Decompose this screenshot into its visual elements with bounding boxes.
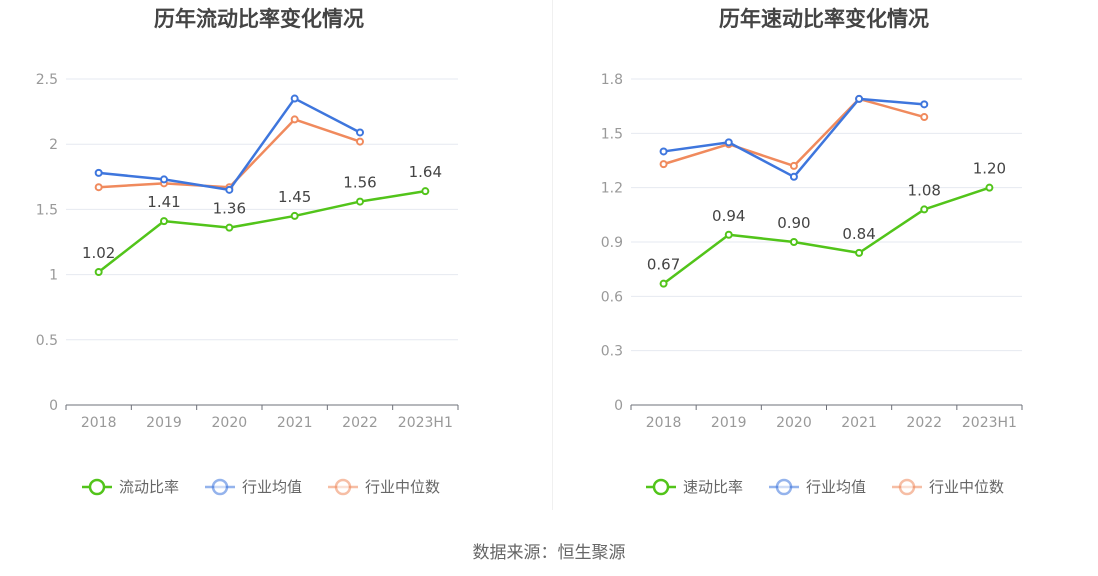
series-line-0 (662, 186, 990, 285)
chart-title: 历年速动比率变化情况 (719, 7, 929, 31)
data-point-1 (920, 100, 929, 109)
data-point-1 (94, 168, 103, 177)
x-tick-label: 2021 (841, 415, 877, 431)
y-tick-label: 2.5 (36, 72, 58, 88)
y-tick-label: 1.5 (36, 202, 58, 218)
legend-marker-0 (652, 478, 670, 496)
series-line-0 (97, 189, 426, 273)
y-tick-label: 0.5 (36, 333, 58, 349)
data-label: 1.64 (409, 163, 442, 181)
data-point-1 (290, 94, 299, 103)
data-point-2 (94, 183, 103, 192)
x-tick-label: 2019 (711, 415, 747, 431)
x-tick-label: 2018 (646, 415, 682, 431)
quick-ratio-chart: 历年速动比率变化情况 0 0.3 0.6 0.9 1.2 1.5 1.8 2018 2019 202… (601, 7, 1023, 496)
data-point-0 (855, 248, 864, 257)
data-label: 1.02 (82, 244, 115, 262)
y-tick-label: 2 (49, 137, 58, 153)
data-point-0 (356, 197, 364, 206)
data-point-0 (160, 217, 168, 226)
data-point-0 (421, 187, 430, 196)
data-point-2 (356, 137, 364, 146)
y-tick-label: 0.6 (601, 289, 623, 305)
chart-divider (552, 0, 553, 510)
data-label: 1.20 (973, 160, 1006, 178)
y-tick-label: 0.9 (601, 235, 623, 251)
current-ratio-chart: 历年流动比率变化情况 0 0.5 1 1.5 2 2.5 2018 2019 2020 2021 20… (36, 7, 459, 496)
data-point-1 (160, 175, 168, 184)
data-point-0 (290, 211, 299, 220)
y-tick-label: 1.2 (601, 181, 623, 197)
x-tick-label: 2019 (146, 415, 182, 431)
y-tick-label: 0 (614, 398, 623, 414)
data-label: 1.45 (278, 188, 311, 206)
legend-marker-0 (88, 478, 106, 496)
y-tick-label: 1.8 (601, 72, 623, 88)
x-tick-label: 2022 (906, 415, 942, 431)
series-line-2 (663, 97, 925, 168)
data-point-0 (659, 279, 668, 288)
x-tick-label: 2022 (342, 415, 378, 431)
legend-label-2: 行业中位数 (365, 478, 440, 496)
data-point-0 (985, 183, 994, 192)
data-point-2 (290, 115, 299, 124)
data-label: 0.67 (647, 256, 680, 274)
data-point-0 (920, 205, 929, 214)
data-label: 1.36 (213, 200, 246, 218)
data-point-0 (724, 230, 733, 239)
x-tick-label: 2023H1 (962, 415, 1017, 431)
legend-marker-2 (898, 478, 916, 496)
data-label: 1.56 (343, 174, 376, 192)
x-tick-label: 2023H1 (398, 415, 453, 431)
legend-label-0: 速动比率 (683, 478, 743, 496)
data-point-1 (724, 138, 733, 147)
data-point-0 (225, 223, 234, 232)
data-point-1 (789, 172, 798, 181)
legend-label-1: 行业均值 (806, 478, 866, 496)
x-tick-label: 2021 (277, 415, 313, 431)
legend-label-1: 行业均值 (242, 478, 302, 496)
data-point-0 (789, 238, 798, 246)
legend-marker-1 (211, 478, 229, 496)
data-point-1 (855, 94, 864, 103)
data-label: 0.94 (712, 207, 745, 225)
data-label: 0.90 (777, 214, 810, 232)
data-label: 1.08 (908, 181, 941, 199)
legend-label-2: 行业中位数 (929, 478, 1004, 496)
data-point-1 (225, 185, 234, 194)
y-tick-label: 1.5 (601, 126, 623, 142)
data-point-2 (789, 161, 798, 170)
legend-marker-2 (334, 478, 352, 496)
legend-label-0: 流动比率 (119, 478, 179, 496)
y-tick-label: 1 (49, 268, 58, 284)
data-point-1 (659, 147, 668, 156)
data-point-0 (94, 267, 103, 276)
y-tick-label: 0 (49, 398, 58, 414)
y-tick-label: 0.3 (601, 344, 623, 360)
data-label: 1.41 (147, 193, 180, 211)
data-point-1 (356, 128, 364, 137)
x-tick-label: 2018 (81, 415, 117, 431)
data-point-2 (920, 113, 929, 122)
data-source-note: 数据来源：恒生聚源 (472, 543, 626, 563)
data-point-2 (659, 160, 668, 169)
legend-marker-1 (775, 478, 793, 496)
x-tick-label: 2020 (776, 415, 812, 431)
x-tick-label: 2020 (212, 415, 248, 431)
chart-title: 历年流动比率变化情况 (154, 7, 364, 31)
data-label: 0.84 (842, 225, 875, 243)
